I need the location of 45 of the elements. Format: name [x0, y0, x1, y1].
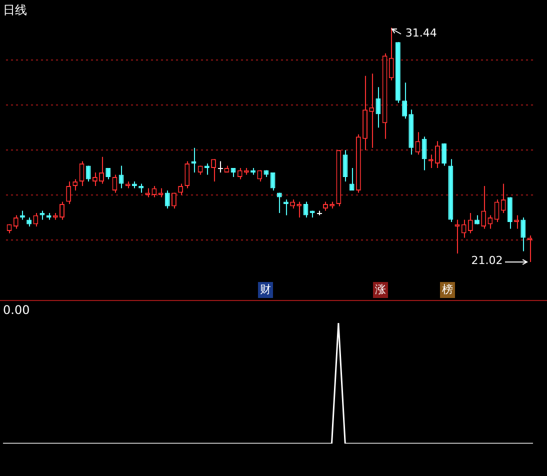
text: 财: [258, 282, 273, 298]
candlestick: [500, 183, 506, 214]
candlestick: [388, 27, 394, 81]
annotation: 31.44: [405, 26, 437, 40]
candlestick: [520, 217, 526, 252]
candlestick: [461, 219, 466, 238]
candlestick: [33, 212, 38, 228]
text: 榜: [440, 282, 455, 298]
candlestick: [422, 136, 427, 171]
candlestick: [402, 82, 408, 120]
candlestick: [72, 178, 78, 192]
candlestick: [164, 190, 170, 210]
candlestick: [349, 168, 354, 192]
candlestick: [468, 212, 473, 234]
candlestick: [112, 174, 118, 194]
candlestick: [442, 142, 447, 166]
candlestick: [118, 165, 124, 189]
candlestick: [184, 160, 190, 189]
candlestick: [369, 73, 374, 148]
candlestick: [481, 186, 486, 230]
candlestick: [106, 168, 111, 180]
candlestick: [237, 168, 242, 180]
annotation: 21.02: [471, 254, 503, 267]
candlestick: [428, 154, 434, 169]
candlestick: [270, 172, 276, 192]
chart-title: 日线: [3, 2, 27, 19]
candlestick: [376, 86, 381, 128]
candlestick: [99, 156, 104, 184]
candlestick: [86, 165, 91, 182]
candlestick: [60, 201, 64, 220]
text: 涨: [373, 282, 388, 298]
candlestick: [66, 181, 72, 205]
candlestick: [92, 172, 98, 187]
chart-title: 0.00: [3, 303, 30, 317]
candlestick: [218, 160, 224, 174]
candlestick: [152, 186, 157, 198]
candlestick: [415, 132, 420, 156]
candlestick: [13, 214, 18, 230]
candlestick: [211, 158, 216, 182]
candlestick: [296, 201, 302, 218]
candlestick: [276, 192, 282, 214]
candlestick: [172, 192, 176, 210]
candlestick: [435, 140, 440, 169]
candlestick: [488, 214, 493, 230]
candlestick: [507, 196, 512, 230]
